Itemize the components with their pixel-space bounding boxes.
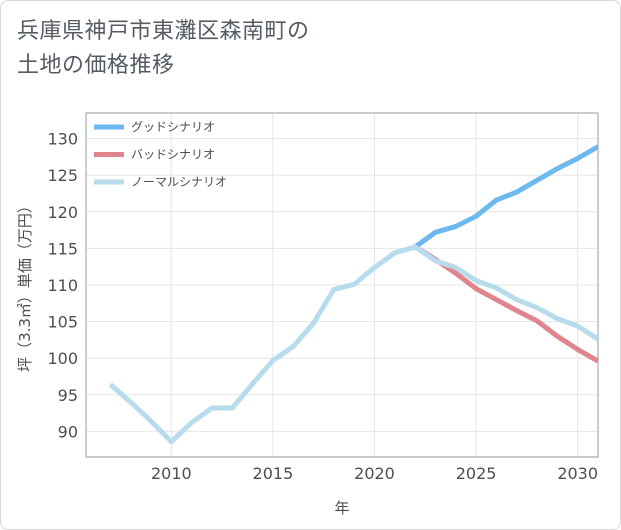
y-tick-label-95: 95	[58, 386, 78, 405]
y-tick-label-105: 105	[47, 313, 78, 332]
y-axis-title: 坪（3.3㎡）単価（万円）	[16, 198, 34, 372]
legend-label-good: グッドシナリオ	[131, 120, 215, 134]
legend-label-bad: バッドシナリオ	[131, 148, 215, 162]
x-tick-label-2015: 2015	[253, 464, 294, 483]
y-axis-ticks: 90 95 100 105 110 115 120 125 130	[47, 130, 78, 442]
y-tick-label-115: 115	[47, 239, 78, 258]
y-tick-label-130: 130	[47, 130, 78, 149]
chart-title: 兵庫県神戸市東灘区森南町の 土地の価格推移	[17, 15, 377, 83]
y-tick-label-120: 120	[47, 203, 78, 222]
series-lines	[108, 144, 598, 445]
y-tick-label-90: 90	[58, 422, 78, 441]
y-tick-label-125: 125	[47, 166, 78, 185]
x-tick-label-2020: 2020	[354, 464, 395, 483]
series-line-normal	[108, 244, 598, 445]
x-tick-label-2030: 2030	[557, 464, 598, 483]
series-line-good	[413, 144, 598, 249]
x-tick-label-2025: 2025	[456, 464, 497, 483]
y-tick-label-110: 110	[47, 276, 78, 295]
x-axis-title: 年	[334, 499, 349, 517]
y-tick-label-100: 100	[47, 349, 78, 368]
plot-frame	[85, 112, 599, 458]
x-tick-label-2010: 2010	[151, 464, 192, 483]
chart-title-line1: 兵庫県神戸市東灘区森南町の	[17, 19, 310, 44]
x-axis-ticks: 2010 2015 2020 2025 2030	[151, 464, 598, 483]
chart-title-line2: 土地の価格推移	[17, 53, 175, 78]
legend-label-normal: ノーマルシナリオ	[131, 175, 227, 189]
grid	[86, 113, 598, 457]
